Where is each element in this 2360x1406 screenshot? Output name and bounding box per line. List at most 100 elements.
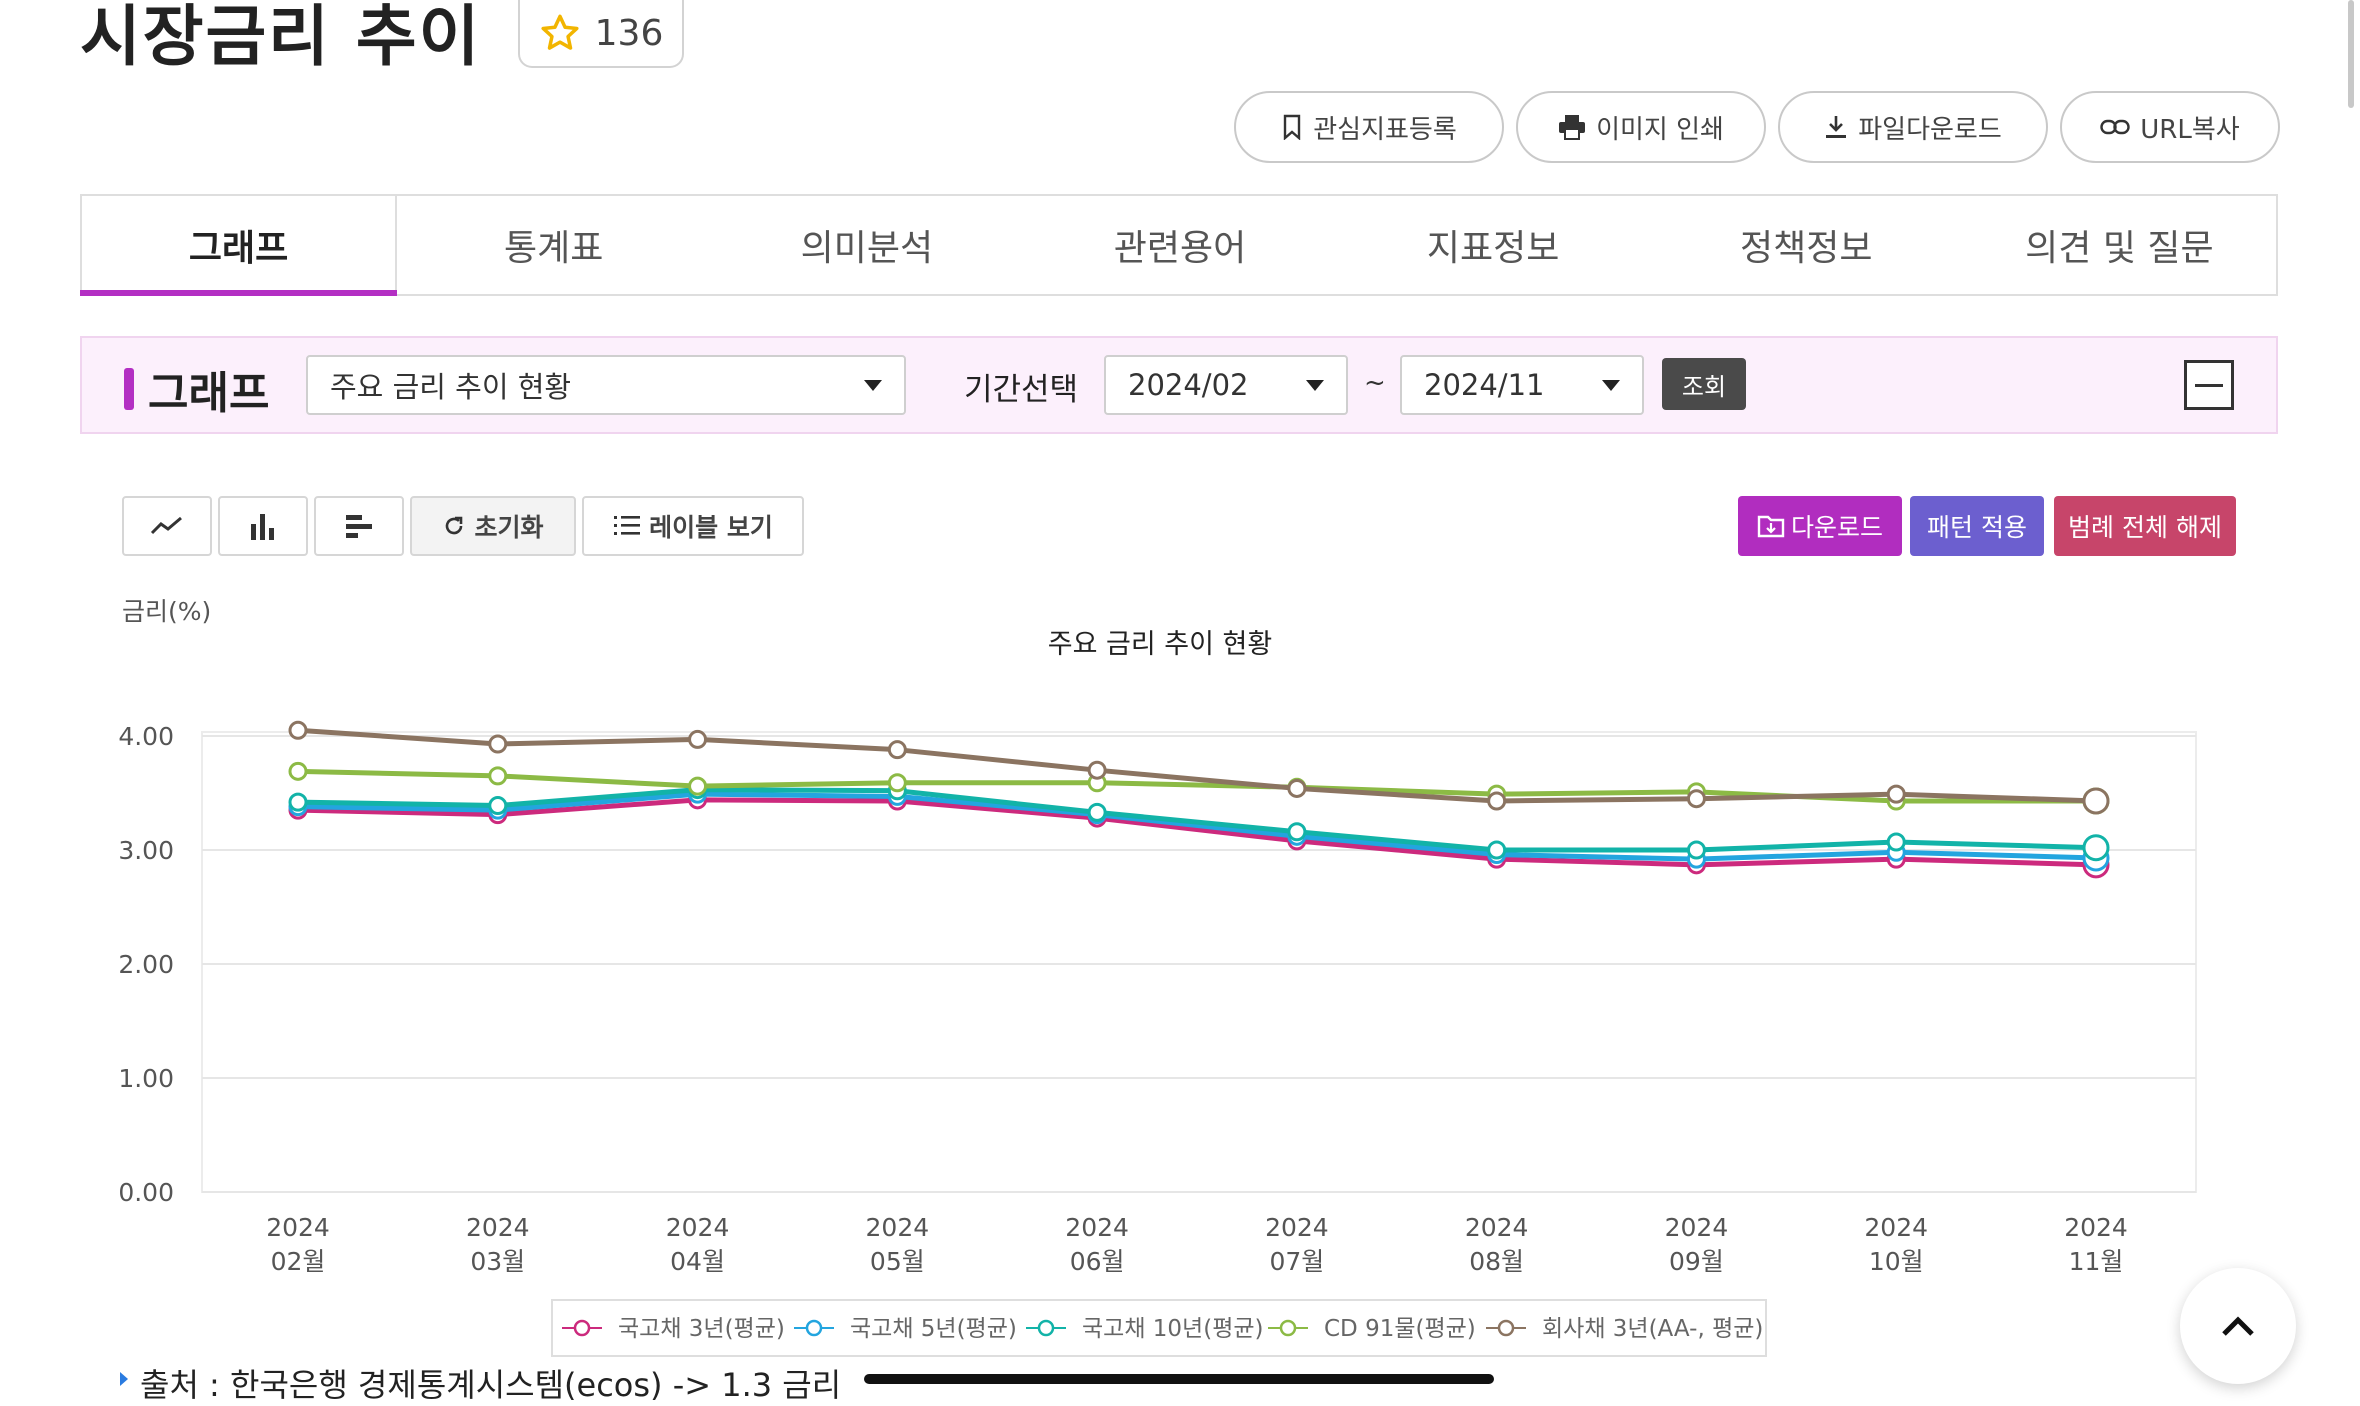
bullet-icon xyxy=(120,1372,128,1386)
tab-related-terms[interactable]: 관련용어 xyxy=(1113,228,1247,269)
tab-policy-info[interactable]: 정책정보 xyxy=(1740,228,1873,269)
legend-marker xyxy=(805,1319,823,1337)
chart-download-button[interactable]: 다운로드 xyxy=(1738,496,1902,556)
line-chart-button[interactable] xyxy=(122,496,212,556)
period-to-select[interactable]: 2024/11 xyxy=(1400,355,1644,415)
bookmark-button[interactable]: 관심지표등록 xyxy=(1234,91,1504,163)
x-tick-label: 2024 xyxy=(1065,1213,1129,1242)
data-point xyxy=(1287,778,1307,798)
chevron-down-icon xyxy=(1602,379,1620,391)
file-download-button[interactable]: 파일다운로드 xyxy=(1778,91,2048,163)
y-tick-label: 1.00 xyxy=(118,1064,174,1093)
horizontal-bar-icon xyxy=(346,515,372,538)
label-view-label: 레이블 보기 xyxy=(649,513,773,542)
scrollbar[interactable] xyxy=(2348,0,2354,108)
x-tick-label: 08월 xyxy=(1469,1247,1524,1276)
series-line xyxy=(297,791,2097,862)
y-tick-label: 0.00 xyxy=(118,1178,174,1207)
print-button[interactable]: 이미지 인쇄 xyxy=(1516,91,1766,163)
legend-box xyxy=(551,1299,1767,1357)
download-icon xyxy=(1826,116,1847,138)
label-view-button[interactable]: 레이블 보기 xyxy=(582,496,804,556)
lookup-button[interactable]: 조회 xyxy=(1662,358,1746,410)
legend-clear-button[interactable]: 범례 전체 해제 xyxy=(2054,496,2236,556)
data-point xyxy=(1686,789,1706,809)
legend-label: CD 91물(평균) xyxy=(1324,1316,1476,1342)
chevron-down-icon xyxy=(864,379,882,391)
tab-comments-questions[interactable]: 의견 및 질문 xyxy=(2025,228,2214,269)
x-tick-label: 10월 xyxy=(1869,1247,1924,1276)
book-download-icon xyxy=(1757,515,1785,538)
legend-label: 회사채 3년(AA-, 평균) xyxy=(1542,1316,1763,1342)
chart-download-label: 다운로드 xyxy=(1790,513,1883,542)
x-tick-label: 11월 xyxy=(2069,1247,2124,1276)
x-tick-label: 2024 xyxy=(666,1213,730,1242)
refresh-icon xyxy=(446,516,463,535)
y-tick-label: 3.00 xyxy=(118,836,174,865)
chart-select-value: 주요 금리 추이 현황 xyxy=(330,370,572,404)
y-axis-label: 금리(%) xyxy=(122,597,211,626)
reset-button[interactable]: 초기화 xyxy=(410,496,576,556)
x-tick-label: 2024 xyxy=(1265,1213,1329,1242)
data-point xyxy=(1487,791,1507,811)
tab-graph[interactable]: 그래프 xyxy=(79,196,398,296)
data-point xyxy=(1287,822,1307,842)
series-line xyxy=(297,787,2097,853)
collapse-button[interactable] xyxy=(2184,360,2234,410)
page-title: 시장금리 추이 xyxy=(80,0,482,75)
x-tick-label: 2024 xyxy=(466,1213,530,1242)
scroll-top-button[interactable] xyxy=(2180,1268,2296,1384)
data-point xyxy=(688,776,708,796)
bar-chart-button[interactable] xyxy=(218,496,308,556)
data-point xyxy=(688,729,708,749)
favorite-button[interactable]: 136 xyxy=(518,0,684,68)
pattern-apply-button[interactable]: 패턴 적용 xyxy=(1910,496,2044,556)
period-to-value: 2024/11 xyxy=(1424,368,1545,402)
star-icon xyxy=(541,14,579,50)
data-point xyxy=(488,796,508,816)
x-tick-label: 06월 xyxy=(1070,1247,1125,1276)
data-point xyxy=(1087,802,1107,822)
x-tick-label: 2024 xyxy=(1665,1213,1729,1242)
period-from-value: 2024/02 xyxy=(1128,368,1249,402)
list-icon xyxy=(614,516,641,535)
section-marker xyxy=(124,368,134,410)
chart-select[interactable]: 주요 금리 추이 현황 xyxy=(306,355,906,415)
x-tick-label: 03월 xyxy=(470,1247,525,1276)
data-point xyxy=(1686,840,1706,860)
graph-section-title: 그래프 xyxy=(124,357,269,421)
tab-meaning-analysis[interactable]: 의미분석 xyxy=(800,228,934,269)
favorite-count: 136 xyxy=(594,12,664,54)
home-indicator xyxy=(864,1374,1494,1384)
series-line xyxy=(297,727,2097,804)
link-icon xyxy=(2100,119,2130,135)
horizontal-bar-button[interactable] xyxy=(314,496,404,556)
data-point xyxy=(1886,784,1906,804)
legend-label: 국고채 5년(평균) xyxy=(850,1316,1017,1342)
bookmark-label: 관심지표등록 xyxy=(1313,114,1457,145)
data-point xyxy=(288,720,308,740)
period-separator: ~ xyxy=(1364,368,1386,398)
bar-chart-icon xyxy=(251,514,274,540)
url-copy-label: URL복사 xyxy=(2140,114,2240,145)
minus-icon xyxy=(2195,383,2223,387)
tab-stats-table[interactable]: 통계표 xyxy=(504,228,604,269)
source-text: 출처 : 한국은행 경제통계시스템(ecos) -> 1.3 금리 xyxy=(140,1366,842,1404)
x-tick-label: 02월 xyxy=(271,1247,326,1276)
chart-title: 주요 금리 추이 현황 xyxy=(1048,629,1272,660)
tab-indicator-info[interactable]: 지표정보 xyxy=(1426,228,1560,269)
data-point xyxy=(1087,760,1107,780)
tab-bar: 그래프 통계표 의미분석 관련용어 지표정보 정책정보 의견 및 질문 xyxy=(79,194,2278,296)
legend-label: 국고채 10년(평균) xyxy=(1082,1316,1263,1342)
file-download-label: 파일다운로드 xyxy=(1858,114,2002,145)
period-from-select[interactable]: 2024/02 xyxy=(1104,355,1348,415)
data-point xyxy=(488,766,508,786)
x-tick-label: 2024 xyxy=(866,1213,930,1242)
legend-marker xyxy=(1497,1319,1515,1337)
legend-label: 국고채 3년(평균) xyxy=(618,1316,785,1342)
data-point xyxy=(288,761,308,781)
x-tick-label: 2024 xyxy=(2064,1213,2128,1242)
url-copy-button[interactable]: URL복사 xyxy=(2060,91,2280,163)
legend-marker xyxy=(573,1319,591,1337)
series-line xyxy=(297,797,2097,868)
